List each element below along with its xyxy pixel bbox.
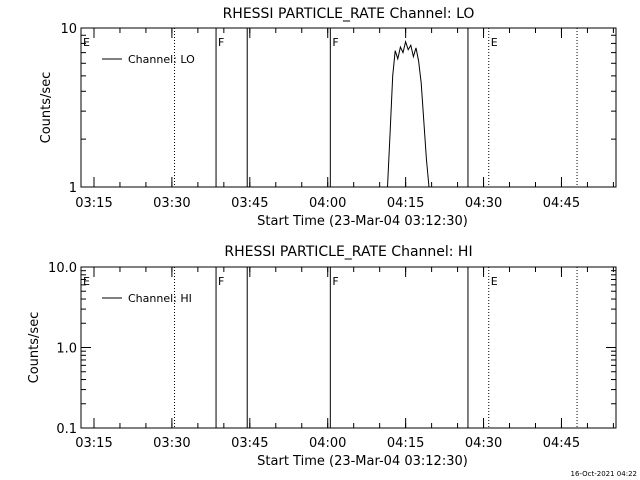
plot-frame (80, 27, 617, 188)
chart-title: RHESSI PARTICLE_RATE Channel: LO (223, 6, 475, 22)
series-line (387, 39, 430, 188)
event-label: E (491, 275, 498, 288)
event-label: E (491, 36, 498, 49)
x-tick-label: 04:00 (309, 196, 346, 211)
event-label: E (83, 275, 90, 288)
panel-lo: RHESSI PARTICLE_RATE Channel: LO 1 10 Count… (39, 6, 617, 229)
x-tick-label: 04:15 (387, 196, 424, 211)
y-tick-label: 10 (60, 22, 77, 37)
legend-label: Channel: HI (128, 292, 192, 305)
x-tick-label: 03:15 (75, 436, 112, 451)
x-tick-label: 03:45 (231, 436, 268, 451)
event-label: F (332, 275, 338, 288)
x-tick-label: 03:15 (75, 196, 112, 211)
y-tick-label: 0.1 (56, 422, 77, 437)
x-tick-label: 03:30 (153, 436, 190, 451)
x-tick-label: 03:45 (231, 196, 268, 211)
x-tick-label: 03:30 (153, 196, 190, 211)
y-axis-label: Counts/sec (27, 312, 42, 384)
chart-title: RHESSI PARTICLE_RATE Channel: HI (224, 244, 472, 260)
panel-hi: RHESSI PARTICLE_RATE Channel: HI 0.1 1.0 10… (27, 244, 617, 469)
x-tick-label: 04:15 (387, 436, 424, 451)
footer-timestamp: 16-Oct-2021 04:22 (571, 470, 637, 478)
y-axis-label: Counts/sec (39, 72, 54, 144)
event-label: F (218, 275, 224, 288)
y-tick-label: 10.0 (48, 261, 77, 276)
legend-label: Channel: LO (128, 53, 195, 66)
event-label: E (83, 36, 90, 49)
x-axis-label: Start Time (23-Mar-04 03:12:30) (257, 214, 468, 229)
y-tick-label: 1.0 (56, 342, 77, 357)
event-label: F (332, 36, 338, 49)
x-tick-label: 04:45 (543, 196, 580, 211)
x-tick-label: 04:30 (465, 436, 502, 451)
x-tick-label: 04:45 (543, 436, 580, 451)
event-label: F (218, 36, 224, 49)
y-tick-label: 1 (69, 181, 77, 196)
x-tick-label: 04:00 (309, 436, 346, 451)
x-tick-label: 04:30 (465, 196, 502, 211)
x-axis-label: Start Time (23-Mar-04 03:12:30) (257, 454, 468, 469)
